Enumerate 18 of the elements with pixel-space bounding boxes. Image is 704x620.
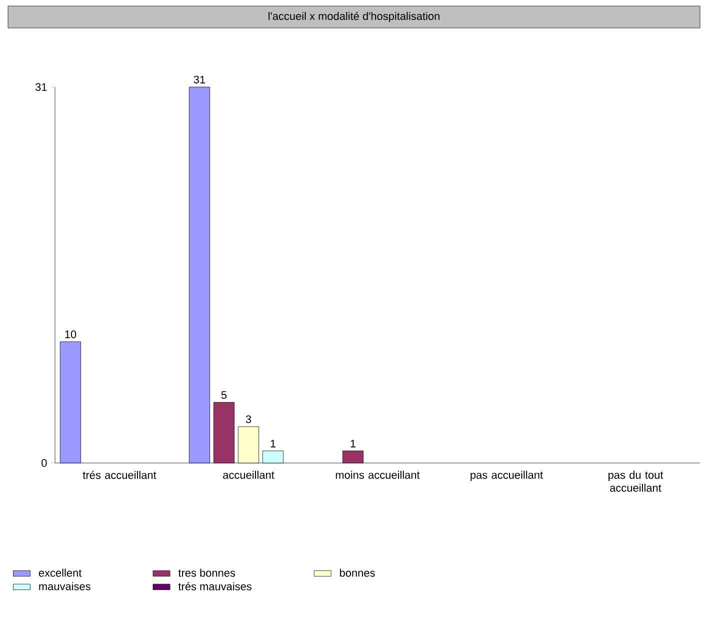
legend-label: bonnes	[340, 568, 375, 577]
legend-label: excellent	[38, 568, 82, 577]
x-tick-label: pas accueillant	[470, 470, 543, 481]
x-tick-label: pas du tout accueillant	[608, 470, 664, 492]
data-label: 1	[350, 440, 356, 448]
data-label: 1	[270, 440, 276, 448]
legend-label: trés mauvaises	[178, 582, 252, 590]
data-label: 5	[221, 391, 227, 399]
x-tick-label: moins accueillant	[336, 470, 420, 479]
legend-label: tres bonnes	[178, 568, 236, 577]
data-label: 3	[246, 415, 252, 424]
chart-title: l'accueil x modalité d'hospitalisation	[268, 12, 440, 22]
y-tick-label: 0	[42, 459, 47, 467]
x-tick-label: accueillant	[223, 470, 274, 479]
legend-label: mauvaises	[39, 582, 90, 590]
data-label: 31	[194, 76, 206, 84]
data-label: 10	[65, 330, 76, 338]
x-tick-label: trés accueillant	[82, 470, 156, 479]
